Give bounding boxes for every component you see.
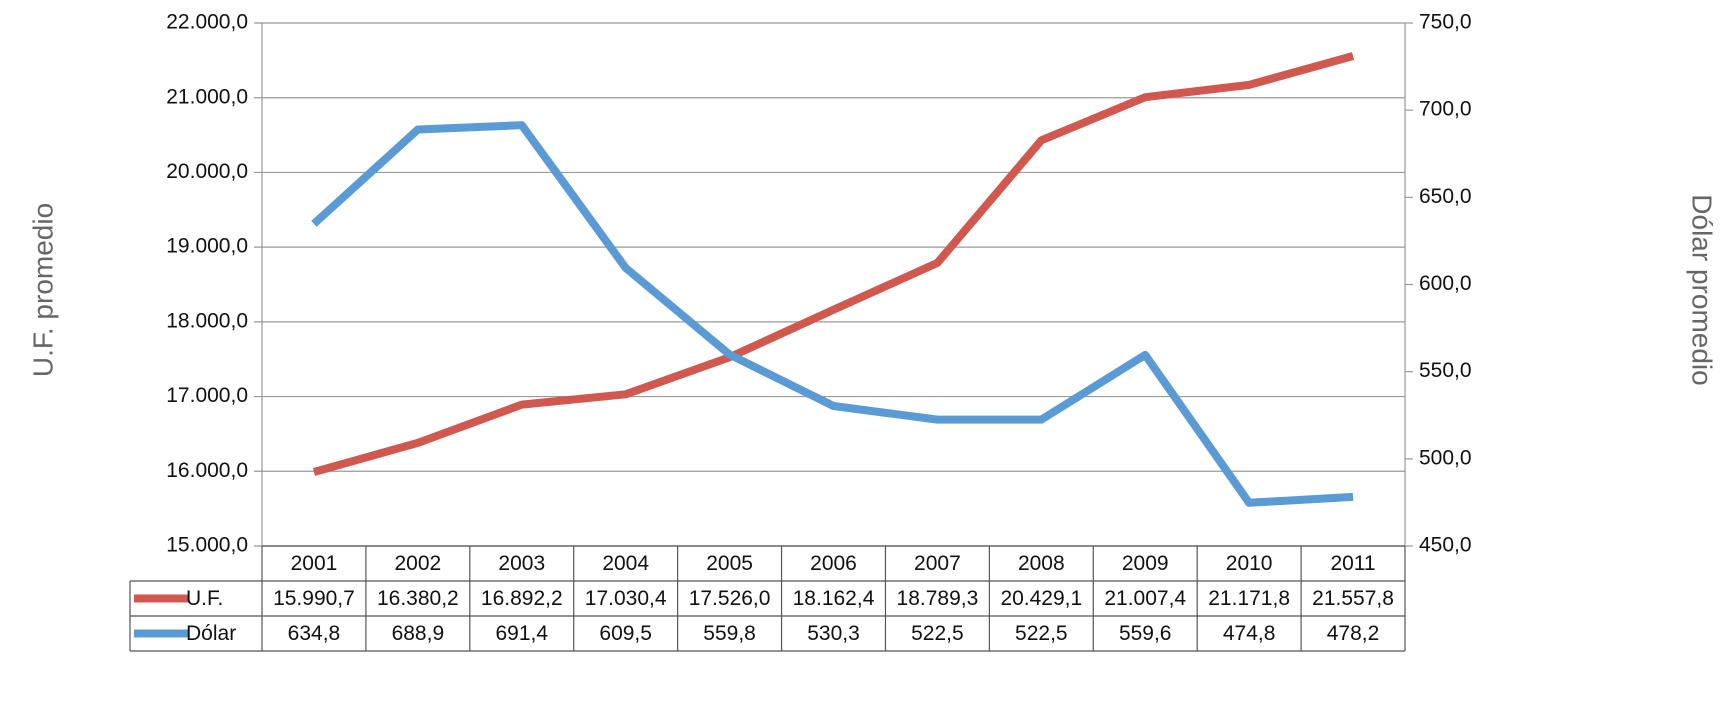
line-series — [312, 52, 1355, 476]
y2-tick-label: 500,0 — [1419, 446, 1472, 469]
x-tick-label: 2011 — [1330, 552, 1375, 575]
x-tick-label: 2001 — [291, 552, 338, 575]
table-value: 18.789,3 — [897, 587, 979, 610]
table-value: 688,9 — [392, 622, 445, 645]
y-tick-label: 15.000,0 — [166, 534, 248, 557]
y2-tick-label: 450,0 — [1419, 534, 1472, 557]
table-value: 18.162,4 — [793, 587, 875, 610]
y-tick-label: 18.000,0 — [166, 309, 248, 332]
legend-label: Dólar — [186, 622, 236, 645]
y2-tick-label: 550,0 — [1419, 359, 1472, 382]
table-value: 21.557,8 — [1312, 587, 1394, 610]
x-tick-label: 2007 — [914, 552, 961, 575]
table-value: 522,5 — [911, 622, 964, 645]
table-value: 634,8 — [288, 622, 341, 645]
line-series — [311, 121, 1354, 507]
x-tick-label: 2004 — [602, 552, 649, 575]
x-tick-label: 2006 — [810, 552, 857, 575]
table-value: 16.892,2 — [481, 587, 563, 610]
x-tick-label: 2008 — [1018, 552, 1065, 575]
x-tick-label: 2002 — [395, 552, 442, 575]
x-tick-label: 2003 — [498, 552, 545, 575]
table-value: 530,3 — [807, 622, 860, 645]
table-value: 522,5 — [1015, 622, 1068, 645]
table-value: 21.171,8 — [1208, 587, 1290, 610]
y-axis-title: U.F. promedio — [27, 203, 58, 377]
y2-tick-label: 700,0 — [1419, 98, 1472, 121]
y-tick-label: 22.000,0 — [166, 11, 248, 34]
legend-label: U.F. — [186, 587, 223, 610]
y-tick-label: 21.000,0 — [166, 85, 248, 108]
y2-axis-title: Dólar promedio — [1687, 194, 1718, 385]
table-value: 474,8 — [1223, 622, 1276, 645]
y-tick-label: 19.000,0 — [166, 235, 248, 258]
table-value: 20.429,1 — [1000, 587, 1082, 610]
y2-tick-label: 600,0 — [1419, 272, 1472, 295]
table-value: 559,6 — [1119, 622, 1172, 645]
table-value: 16.380,2 — [377, 587, 459, 610]
table-value: 17.030,4 — [585, 587, 667, 610]
table-value: 691,4 — [495, 622, 548, 645]
y-tick-label: 20.000,0 — [166, 160, 248, 183]
x-tick-label: 2009 — [1122, 552, 1169, 575]
x-tick-label: 2005 — [706, 552, 753, 575]
table-value: 15.990,7 — [273, 587, 355, 610]
y2-tick-label: 750,0 — [1419, 11, 1472, 34]
table-value: 609,5 — [599, 622, 652, 645]
table-value: 478,2 — [1327, 622, 1380, 645]
y-tick-label: 17.000,0 — [166, 384, 248, 407]
x-tick-label: 2010 — [1226, 552, 1273, 575]
table-value: 17.526,0 — [689, 587, 771, 610]
y-tick-label: 16.000,0 — [166, 459, 248, 482]
table-value: 21.007,4 — [1104, 587, 1186, 610]
y2-tick-label: 650,0 — [1419, 185, 1472, 208]
table-value: 559,8 — [703, 622, 756, 645]
